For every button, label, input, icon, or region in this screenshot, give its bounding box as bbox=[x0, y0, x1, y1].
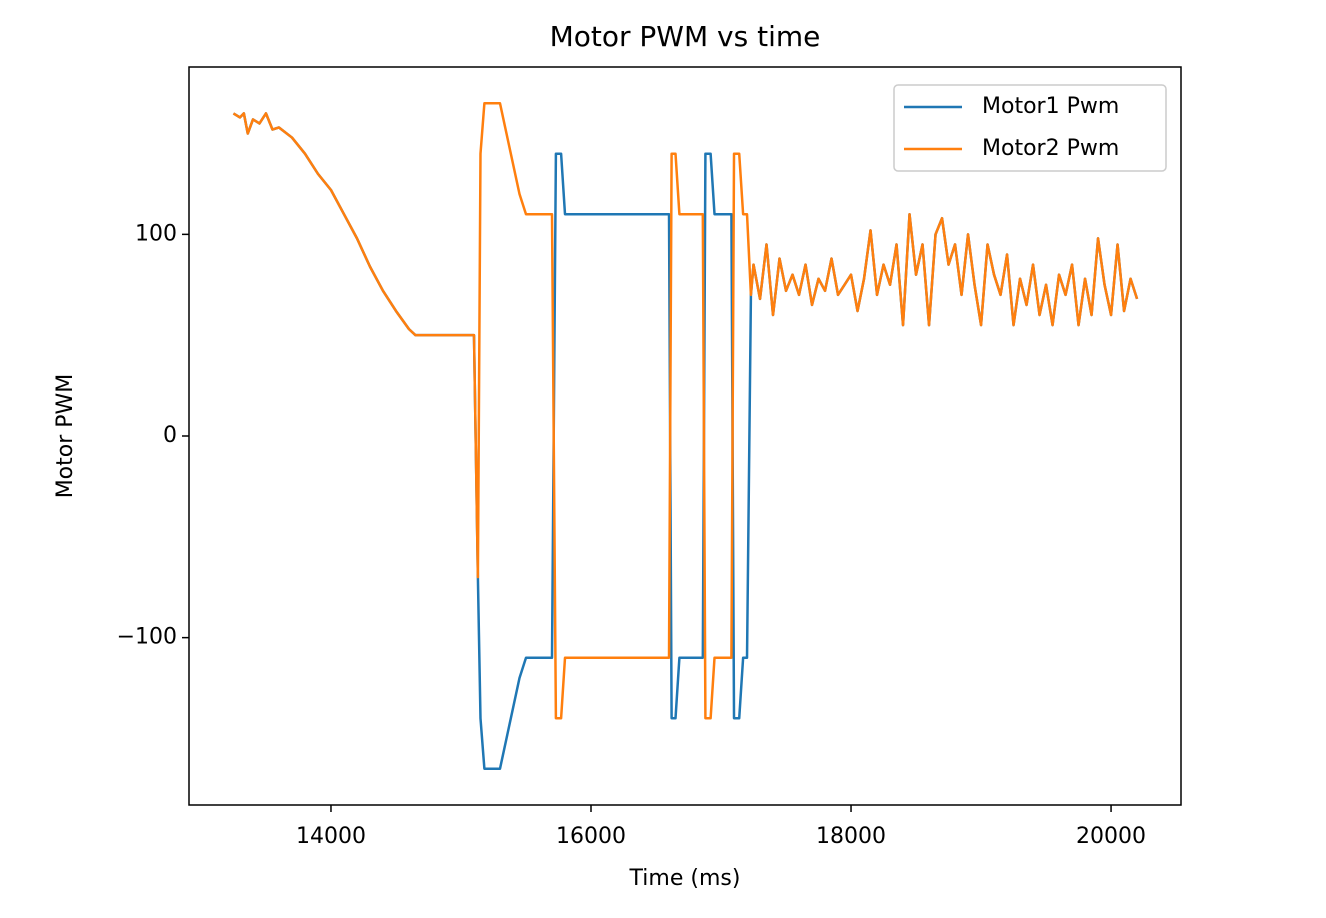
x-axis-label: Time (ms) bbox=[629, 866, 741, 891]
x-tick-label: 14000 bbox=[296, 824, 366, 849]
series-line bbox=[232, 102, 1139, 720]
x-tick-label: 16000 bbox=[556, 824, 626, 849]
y-tick-label: 100 bbox=[135, 221, 177, 246]
x-tick-label: 18000 bbox=[816, 824, 886, 849]
y-tick-label: 0 bbox=[163, 423, 177, 448]
legend-label: Motor1 Pwm bbox=[982, 94, 1119, 119]
chart-title: Motor PWM vs time bbox=[550, 20, 821, 53]
y-tick-label: −100 bbox=[117, 625, 177, 650]
x-tick-label: 20000 bbox=[1076, 824, 1146, 849]
legend-label: Motor2 Pwm bbox=[982, 136, 1119, 161]
plot-frame bbox=[188, 66, 1182, 806]
series-line bbox=[232, 112, 1139, 770]
y-axis-label: Motor PWM bbox=[53, 374, 78, 499]
